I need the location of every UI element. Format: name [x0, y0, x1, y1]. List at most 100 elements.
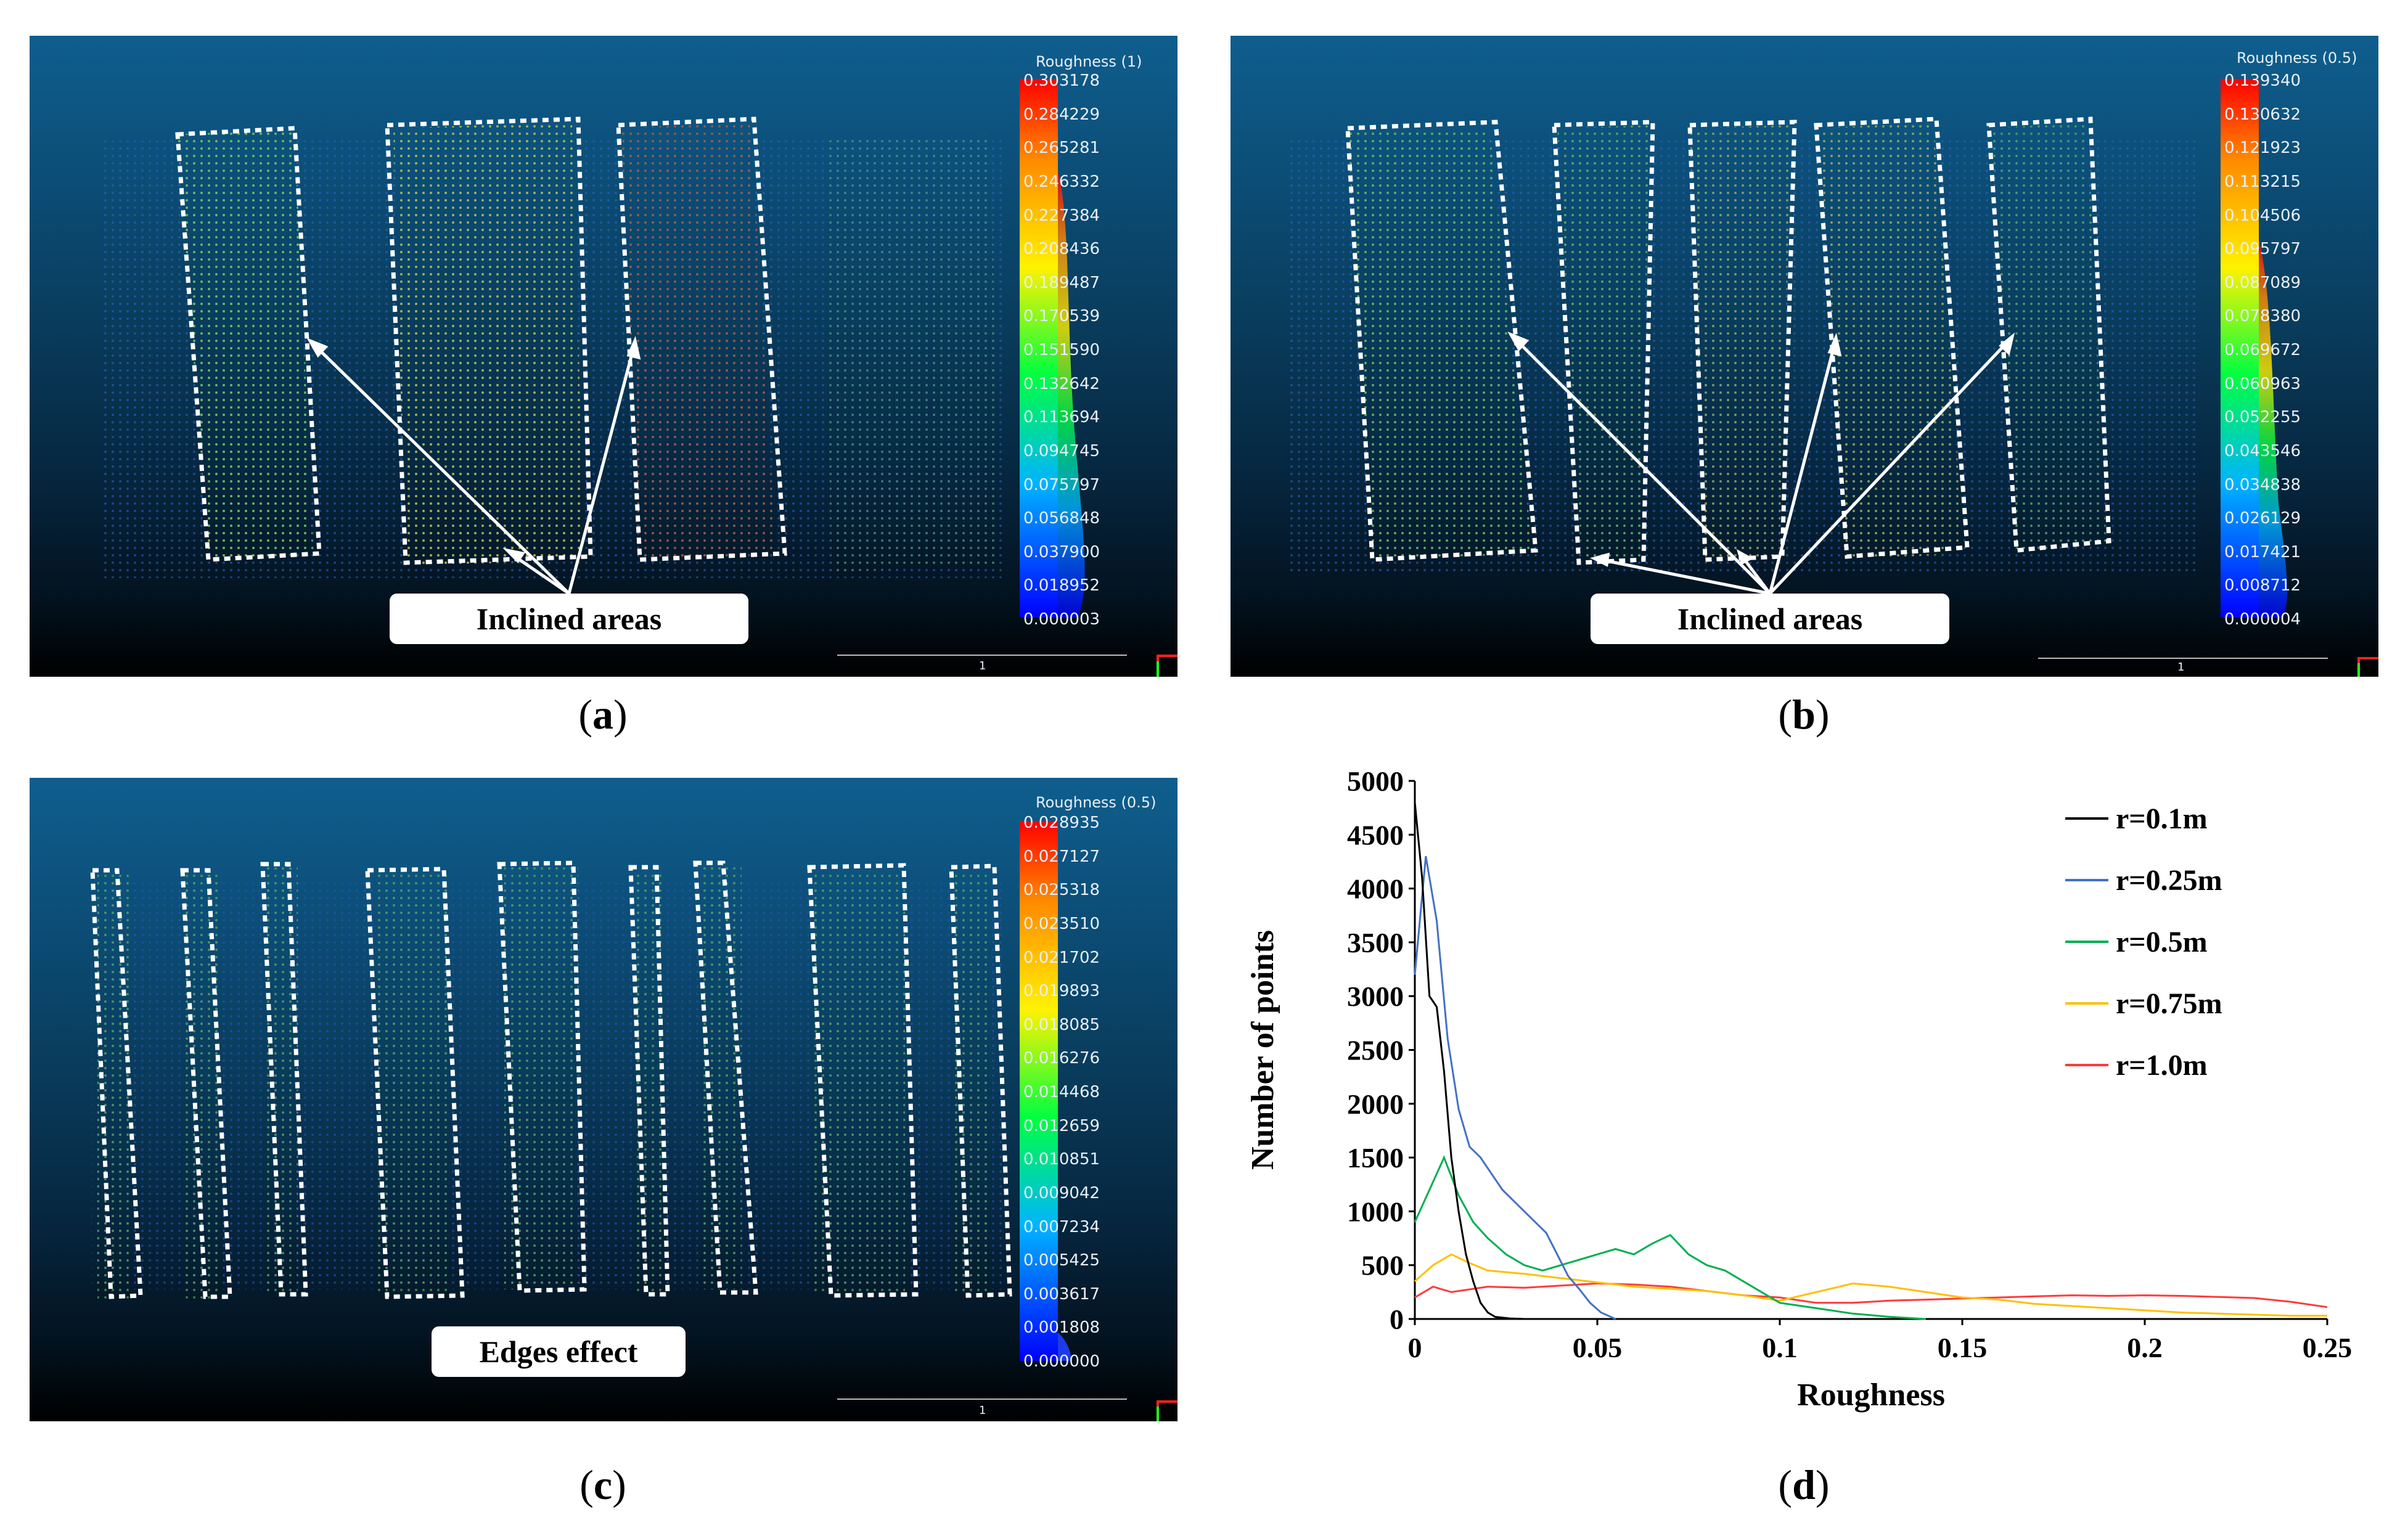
scale-bar-label: 1	[2177, 661, 2185, 674]
point-strip	[1819, 122, 1964, 560]
callout-arrows	[306, 335, 641, 595]
y-tick-label: 500	[1361, 1250, 1404, 1281]
panel-c-graphics	[90, 821, 1177, 1421]
scale-tick-label: 0.018952	[1023, 576, 1100, 595]
scale-tick-label: 0.010851	[1023, 1150, 1100, 1169]
roughness-histogram-chart: 0 500 1000 1500 2000 2500 3000 3500 4000 4500 5000…	[1245, 766, 2353, 1413]
dashed-box	[1687, 120, 1797, 562]
point-strip	[1557, 125, 1650, 563]
scale-histogram	[2259, 239, 2288, 618]
scale-tick-label: 0.018085	[1023, 1015, 1100, 1034]
scale-tick-label: 0.003617	[1023, 1284, 1100, 1304]
axis-indicator	[1157, 655, 1177, 677]
scale-tick-label: 0.246332	[1023, 172, 1100, 191]
color-scale-bar	[1020, 821, 1058, 1361]
scale-tick-label: 0.284229	[1023, 105, 1100, 124]
scale-tick-label: 0.001808	[1023, 1318, 1100, 1337]
scale-tick-label: 0.028935	[1023, 814, 1100, 832]
scale-tick-label: 0.095797	[2224, 240, 2301, 259]
legend-label: r=0.5m	[2116, 926, 2208, 958]
scale-tick-label: 0.000003	[1023, 610, 1100, 629]
callout-arrows	[1507, 332, 2015, 595]
point-strip	[1992, 122, 2106, 550]
legend-label: r=0.1m	[2116, 802, 2208, 835]
scale-tick-label: 0.060963	[2224, 374, 2301, 393]
point-strip	[621, 122, 776, 560]
series-line-r=1.0m	[1414, 1282, 2328, 1308]
scale-bar-label: 1	[979, 1404, 986, 1417]
y-tick-label: 1500	[1347, 1142, 1404, 1174]
scale-tick-label: 0.027127	[1023, 847, 1100, 866]
scale-tick-label: 0.121923	[2224, 139, 2301, 158]
scale-tick-label: 0.000000	[1023, 1352, 1100, 1371]
panel-a-graphics	[104, 79, 1177, 677]
legend-label: r=1.0m	[2116, 1049, 2208, 1082]
scale-tick-label: 0.009042	[1023, 1183, 1100, 1202]
x-axis-title: Roughness	[1797, 1378, 1945, 1413]
scale-tick-label: 0.007234	[1023, 1217, 1100, 1236]
x-tick-label: 0.25	[2303, 1332, 2353, 1363]
scale-tick-label: 0.005425	[1023, 1251, 1100, 1270]
caption-b: (b)	[1778, 691, 1830, 738]
scale-tick-label: 0.104506	[2224, 206, 2301, 225]
scale-title: Roughness (0.5)	[2237, 49, 2357, 67]
dashed-boxes	[90, 860, 1012, 1299]
scale-tick-label: 0.075797	[1023, 475, 1100, 494]
scale-tick-label: 0.026129	[2224, 509, 2301, 528]
callout-inclined-areas: Inclined areas	[1591, 594, 1949, 644]
panel-b-graphics	[1286, 79, 2378, 677]
legend-label: r=0.75m	[2116, 987, 2222, 1020]
scale-tick-label: 0.017421	[2224, 542, 2301, 561]
caption-c: (c)	[579, 1461, 626, 1508]
scale-histogram	[1058, 171, 1085, 618]
panel-a-pointcloud: Roughness (1) 0.303178 0.284229 0.265281 0.…	[30, 36, 1177, 677]
series-line-r=0.25m	[1414, 855, 1616, 1320]
scale-tick-label: 0.069672	[2224, 341, 2301, 359]
scale-tick-label: 0.132642	[1023, 374, 1100, 393]
axis-indicator	[2357, 657, 2378, 677]
scale-tick-label: 0.043546	[2224, 441, 2301, 460]
dashed-box	[1552, 120, 1655, 565]
y-tick-label: 2500	[1347, 1035, 1404, 1066]
series-line-r=0.75m	[1414, 1253, 2327, 1317]
scale-title: Roughness (0.5)	[1036, 794, 1157, 811]
dashed-box	[1986, 116, 2111, 553]
dashed-box	[1814, 116, 1970, 559]
scale-tick-label: 0.208436	[1023, 240, 1100, 259]
dashed-box	[616, 116, 787, 562]
scale-tick-label: 0.113215	[2224, 172, 2301, 191]
dashed-box	[385, 116, 593, 565]
panel-b-pointcloud: Roughness (0.5) 0.139340 0.130632 0.121923…	[1231, 36, 2378, 677]
scale-title: Roughness (1)	[1036, 53, 1142, 70]
scale-tick-label: 0.227384	[1023, 206, 1100, 225]
legend-label: r=0.25m	[2116, 864, 2222, 897]
scale-tick-label: 0.094745	[1023, 441, 1100, 460]
scale-tick-label: 0.008712	[2224, 576, 2301, 595]
point-strip	[825, 134, 997, 572]
scale-tick-label: 0.025318	[1023, 881, 1100, 900]
y-tick-label: 1000	[1347, 1196, 1404, 1227]
scale-tick-label: 0.019893	[1023, 982, 1100, 1001]
y-tick-label: 2000	[1347, 1088, 1404, 1120]
y-tick-label: 4500	[1347, 819, 1404, 851]
scale-tick-label: 0.037900	[1023, 542, 1100, 561]
x-tick-label: 0.1	[1762, 1332, 1798, 1363]
scale-tick-label: 0.052255	[2224, 408, 2301, 427]
x-tick-label: 0	[1408, 1332, 1422, 1363]
y-tick-label: 5000	[1347, 766, 1404, 797]
y-tick-label: 0	[1390, 1304, 1404, 1335]
scale-tick-label: 0.016276	[1023, 1049, 1100, 1068]
caption-d: (d)	[1778, 1461, 1830, 1508]
dashed-box	[175, 126, 322, 562]
color-scale-bar	[1020, 79, 1058, 618]
y-tick-label: 4000	[1347, 873, 1404, 905]
series-line-r=0.5m	[1414, 1155, 1926, 1320]
y-tick-label: 3500	[1347, 927, 1404, 958]
series-line-r=0.1m	[1414, 802, 1525, 1320]
x-tick-label: 0.05	[1573, 1332, 1623, 1363]
scale-tick-label: 0.139340	[2224, 71, 2301, 90]
scale-tick-label: 0.056848	[1023, 509, 1100, 528]
point-strips	[97, 864, 991, 1302]
point-strip	[1690, 125, 1792, 560]
dashed-box	[1345, 120, 1538, 562]
